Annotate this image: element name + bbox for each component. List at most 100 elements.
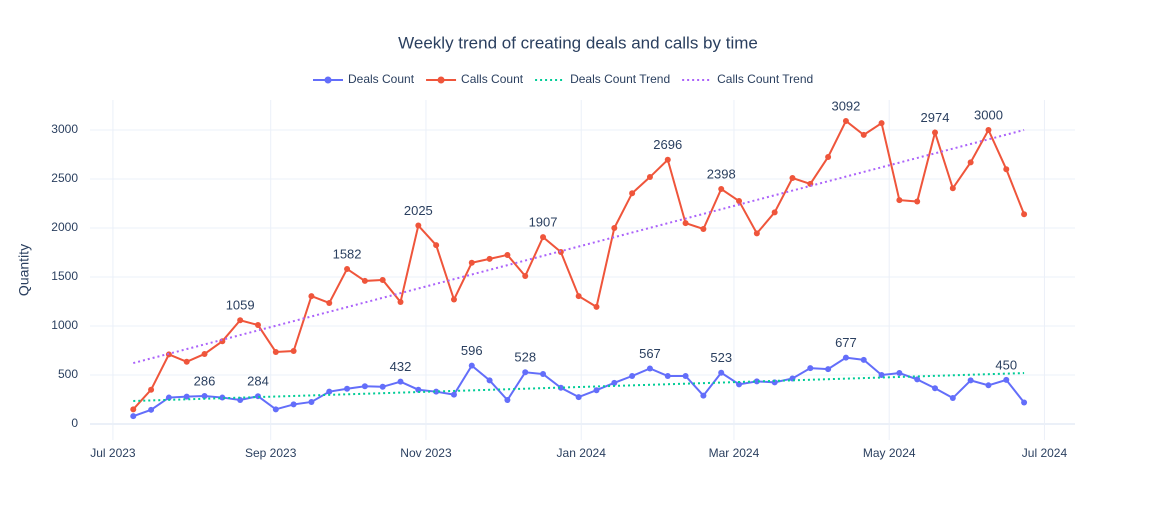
data-point bbox=[433, 388, 440, 395]
data-point bbox=[361, 383, 368, 390]
legend-label: Deals Count Trend bbox=[570, 72, 670, 86]
data-label: 677 bbox=[835, 335, 857, 350]
data-label: 2696 bbox=[653, 137, 682, 152]
x-tick-label: May 2024 bbox=[863, 446, 916, 460]
data-point bbox=[1003, 166, 1010, 173]
data-point bbox=[664, 156, 671, 163]
data-label: 3000 bbox=[974, 107, 1003, 122]
data-label: 3092 bbox=[831, 98, 860, 113]
data-point bbox=[718, 185, 725, 192]
data-point bbox=[967, 159, 974, 166]
legend-marker bbox=[324, 76, 332, 84]
data-point bbox=[789, 175, 796, 182]
legend-label: Calls Count Trend bbox=[717, 72, 813, 86]
data-point bbox=[700, 225, 707, 232]
data-point bbox=[1021, 211, 1028, 218]
data-point bbox=[682, 220, 689, 227]
data-point bbox=[593, 303, 600, 310]
data-point bbox=[860, 131, 867, 138]
data-point bbox=[664, 372, 671, 379]
data-label: 528 bbox=[514, 350, 536, 365]
data-point bbox=[753, 230, 760, 237]
data-point bbox=[878, 120, 885, 127]
data-point bbox=[682, 372, 689, 379]
data-point bbox=[344, 265, 351, 272]
data-point bbox=[486, 255, 493, 262]
data-point bbox=[967, 377, 974, 384]
data-point bbox=[932, 385, 939, 392]
data-point bbox=[148, 386, 155, 393]
y-tick-label: 1500 bbox=[51, 269, 78, 283]
data-point bbox=[700, 392, 707, 399]
chart-title: Weekly trend of creating deals and calls… bbox=[398, 33, 758, 52]
data-label: 2025 bbox=[404, 203, 433, 218]
data-point bbox=[201, 350, 208, 357]
data-point bbox=[949, 395, 956, 402]
data-point bbox=[611, 225, 618, 232]
data-point bbox=[130, 413, 137, 420]
data-point bbox=[842, 354, 849, 361]
data-point bbox=[522, 369, 529, 376]
data-point bbox=[468, 362, 475, 369]
data-point bbox=[272, 406, 279, 413]
trend-line bbox=[133, 129, 1025, 365]
data-point bbox=[361, 277, 368, 284]
data-label: 523 bbox=[710, 350, 732, 365]
data-point bbox=[183, 393, 190, 400]
data-point bbox=[718, 369, 725, 376]
data-point bbox=[344, 385, 351, 392]
data-label: 284 bbox=[247, 374, 269, 389]
data-point bbox=[629, 372, 636, 379]
y-tick-label: 3000 bbox=[51, 122, 78, 136]
data-point bbox=[842, 117, 849, 124]
y-tick-label: 0 bbox=[71, 416, 78, 430]
data-point bbox=[646, 174, 653, 181]
data-label: 286 bbox=[194, 373, 216, 388]
data-point bbox=[611, 379, 618, 386]
data-point bbox=[522, 273, 529, 280]
legend-marker bbox=[437, 76, 445, 84]
legend: Deals Count Calls Count Deals Count Trend C… bbox=[313, 72, 813, 86]
data-label: 1059 bbox=[226, 298, 255, 313]
series-line bbox=[132, 119, 1026, 410]
data-point bbox=[254, 322, 261, 329]
data-point bbox=[237, 317, 244, 324]
data-label: 567 bbox=[639, 346, 661, 361]
data-point bbox=[860, 356, 867, 363]
data-point bbox=[308, 398, 315, 405]
data-point bbox=[557, 384, 564, 391]
trend-line bbox=[133, 372, 1025, 402]
data-point bbox=[504, 251, 511, 258]
data-point bbox=[1021, 399, 1028, 406]
data-point bbox=[397, 378, 404, 385]
data-point bbox=[272, 348, 279, 355]
data-point bbox=[290, 348, 297, 355]
data-point bbox=[397, 299, 404, 306]
data-point bbox=[540, 234, 547, 241]
data-point bbox=[504, 397, 511, 404]
data-point bbox=[825, 153, 832, 160]
data-point bbox=[165, 394, 172, 401]
y-tick-label: 2500 bbox=[51, 171, 78, 185]
data-point bbox=[468, 259, 475, 266]
data-label: 450 bbox=[995, 357, 1017, 372]
y-axis-label: Quantity bbox=[16, 244, 32, 296]
data-point bbox=[326, 299, 333, 306]
y-tick-label: 1000 bbox=[51, 318, 78, 332]
data-point bbox=[183, 358, 190, 365]
data-point bbox=[736, 381, 743, 388]
data-label: 596 bbox=[461, 343, 483, 358]
data-point bbox=[219, 338, 226, 345]
data-point bbox=[932, 129, 939, 136]
legend-label: Deals Count bbox=[348, 72, 415, 86]
data-point bbox=[308, 293, 315, 300]
data-point bbox=[825, 366, 832, 373]
data-point bbox=[985, 382, 992, 389]
x-tick-label: Jul 2023 bbox=[90, 446, 136, 460]
data-point bbox=[486, 377, 493, 384]
data-point bbox=[540, 371, 547, 378]
data-label: 2398 bbox=[707, 166, 736, 181]
data-point bbox=[949, 185, 956, 192]
y-tick-label: 2000 bbox=[51, 220, 78, 234]
